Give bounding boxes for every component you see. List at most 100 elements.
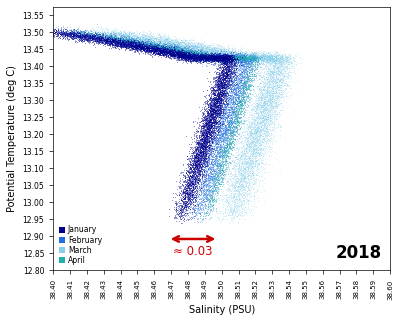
Point: [220, 88, 227, 93]
Point: [218, 50, 224, 55]
Point: [216, 95, 222, 100]
Point: [230, 187, 237, 193]
Point: [190, 44, 196, 50]
Point: [145, 43, 151, 48]
Point: [208, 109, 215, 114]
Point: [209, 113, 216, 118]
Point: [222, 145, 228, 150]
Point: [131, 45, 137, 50]
Point: [194, 54, 200, 59]
Point: [256, 120, 262, 125]
Point: [231, 185, 238, 190]
Point: [216, 57, 223, 62]
Point: [217, 88, 224, 93]
Point: [240, 66, 246, 71]
Point: [225, 63, 231, 69]
Point: [193, 56, 199, 61]
Point: [203, 146, 209, 151]
Point: [120, 32, 126, 37]
Point: [251, 53, 258, 59]
Point: [193, 52, 199, 57]
Point: [218, 96, 224, 101]
Point: [227, 55, 234, 60]
Point: [178, 43, 184, 48]
Point: [225, 129, 232, 134]
Point: [142, 43, 148, 48]
Point: [197, 140, 203, 145]
Point: [248, 78, 255, 83]
Point: [212, 114, 218, 119]
Point: [234, 71, 241, 76]
Point: [245, 58, 251, 63]
Point: [114, 38, 120, 43]
Point: [164, 51, 171, 56]
Point: [256, 152, 262, 157]
Point: [153, 39, 160, 44]
Point: [233, 109, 239, 114]
Point: [187, 59, 193, 64]
Point: [126, 35, 132, 40]
Point: [222, 54, 228, 59]
Point: [161, 46, 168, 51]
Point: [211, 161, 218, 166]
Point: [223, 52, 230, 57]
Point: [222, 134, 229, 139]
Point: [101, 38, 108, 43]
Point: [262, 51, 269, 56]
Point: [200, 43, 207, 49]
Point: [245, 60, 251, 65]
Point: [102, 40, 109, 45]
Point: [214, 57, 220, 62]
Point: [174, 45, 180, 50]
Point: [215, 74, 222, 80]
Point: [214, 57, 220, 62]
Point: [222, 114, 228, 119]
Point: [186, 44, 192, 49]
Point: [193, 184, 200, 189]
Point: [244, 98, 250, 103]
Point: [116, 40, 123, 45]
Point: [255, 110, 261, 115]
Point: [186, 46, 193, 51]
Point: [167, 47, 174, 52]
Point: [260, 189, 267, 194]
Point: [195, 53, 201, 58]
Point: [268, 132, 274, 137]
Point: [226, 203, 233, 208]
Point: [214, 175, 220, 180]
Point: [136, 44, 143, 49]
Point: [223, 211, 230, 216]
Point: [260, 56, 266, 61]
Point: [184, 52, 190, 57]
Point: [194, 40, 200, 45]
Point: [175, 50, 182, 55]
Point: [218, 72, 224, 78]
Point: [185, 55, 191, 60]
Point: [246, 181, 252, 186]
Point: [185, 195, 192, 201]
Point: [215, 92, 222, 97]
Point: [218, 53, 224, 58]
Point: [193, 159, 200, 165]
Point: [264, 123, 270, 128]
Point: [216, 104, 223, 109]
Point: [214, 53, 220, 59]
Point: [168, 43, 174, 48]
Point: [192, 181, 198, 186]
Point: [219, 80, 226, 86]
Point: [244, 68, 250, 73]
Point: [141, 43, 148, 48]
Point: [170, 42, 177, 47]
Point: [238, 178, 244, 183]
Point: [156, 48, 163, 53]
Point: [218, 43, 224, 49]
Point: [167, 50, 173, 55]
Point: [248, 57, 255, 62]
Point: [211, 135, 218, 140]
Point: [204, 159, 210, 165]
Point: [215, 58, 222, 63]
Point: [230, 50, 237, 55]
Point: [202, 48, 208, 53]
Point: [210, 109, 216, 114]
Point: [208, 118, 214, 123]
